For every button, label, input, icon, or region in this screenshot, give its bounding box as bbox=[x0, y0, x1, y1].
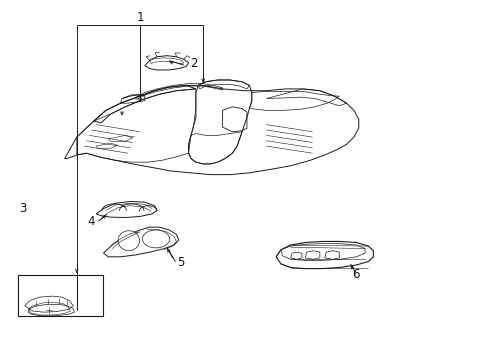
Text: 2: 2 bbox=[189, 57, 197, 71]
Ellipse shape bbox=[118, 231, 139, 251]
Text: 6: 6 bbox=[352, 268, 359, 281]
Bar bbox=[19, 275, 103, 316]
Polygon shape bbox=[103, 227, 179, 257]
Polygon shape bbox=[96, 202, 157, 217]
Polygon shape bbox=[64, 85, 358, 175]
Text: 1: 1 bbox=[136, 11, 143, 24]
Text: 4: 4 bbox=[87, 215, 95, 228]
Polygon shape bbox=[276, 242, 372, 269]
Text: 3: 3 bbox=[20, 202, 27, 215]
Ellipse shape bbox=[142, 230, 169, 248]
Text: 5: 5 bbox=[177, 256, 184, 269]
